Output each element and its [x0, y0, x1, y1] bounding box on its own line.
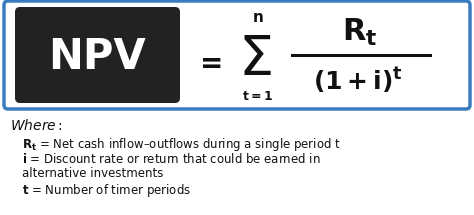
Text: $\mathbf{R_t}$: $\mathbf{R_t}$: [342, 17, 378, 48]
Text: $\mathbf{R_t}$ = Net cash inflow–outflows during a single period t: $\mathbf{R_t}$ = Net cash inflow–outflow…: [22, 136, 341, 153]
Text: alternative investments: alternative investments: [22, 167, 164, 180]
Text: $\mathbf{t=1}$: $\mathbf{t=1}$: [242, 91, 273, 103]
Text: $\mathbf{(1+i)^t}$: $\mathbf{(1+i)^t}$: [313, 65, 403, 95]
Text: $\mathbf{=}$: $\mathbf{=}$: [194, 48, 222, 76]
Text: $\mathbf{n}$: $\mathbf{n}$: [252, 11, 264, 26]
Text: $\mathbf{t}$ = Number of timer periods: $\mathbf{t}$ = Number of timer periods: [22, 182, 191, 199]
Text: NPV: NPV: [48, 36, 146, 78]
FancyBboxPatch shape: [4, 1, 470, 109]
FancyBboxPatch shape: [15, 7, 180, 103]
Text: $\mathbf{i}$ = Discount rate or return that could be earned in: $\mathbf{i}$ = Discount rate or return t…: [22, 152, 320, 166]
Text: $\it{Where:}$: $\it{Where:}$: [10, 118, 63, 133]
Text: $\Sigma$: $\Sigma$: [238, 33, 272, 87]
